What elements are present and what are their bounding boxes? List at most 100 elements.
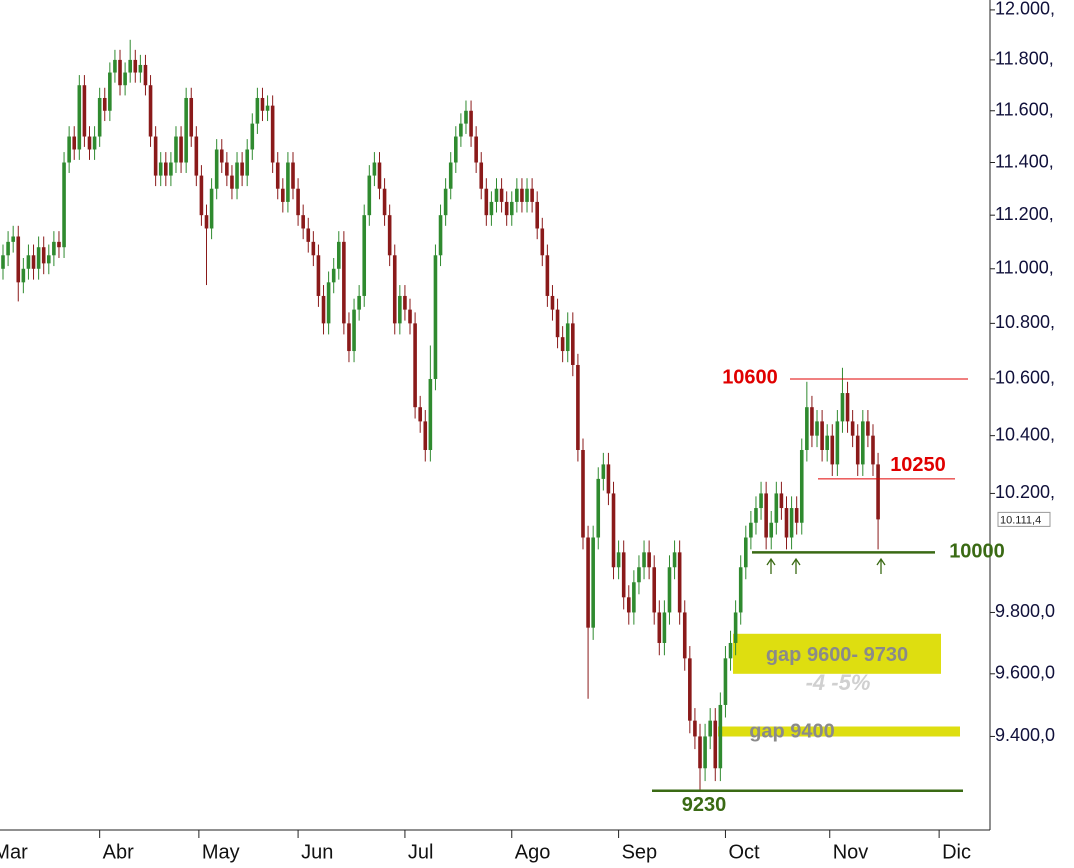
candle-body xyxy=(230,175,234,189)
candle-body xyxy=(642,552,646,568)
candle-body xyxy=(474,136,478,163)
candle-body xyxy=(616,552,621,568)
y-tick-label: 11.000, xyxy=(995,258,1054,278)
candle-body xyxy=(626,597,631,613)
candle-body xyxy=(382,188,387,216)
price-marker-label: 10.111,4 xyxy=(1000,514,1041,526)
candle-body xyxy=(153,136,158,176)
candle-body xyxy=(164,162,168,176)
candle-body xyxy=(571,323,575,365)
candle-body xyxy=(92,136,97,150)
x-tick-label: Nov xyxy=(833,841,869,863)
candle-body xyxy=(316,255,321,296)
candle-body xyxy=(291,162,295,189)
x-tick-label: May xyxy=(202,841,240,863)
candle-body xyxy=(469,110,473,137)
candle-body xyxy=(143,64,148,86)
gap-zone-label: gap 9600- 9730 xyxy=(766,644,908,666)
y-tick-label: 10.400, xyxy=(995,424,1055,444)
candle-body xyxy=(255,97,260,124)
candle-body xyxy=(555,309,560,338)
candle-body xyxy=(301,215,305,229)
candle-body xyxy=(281,188,285,202)
candle-body xyxy=(199,175,204,216)
candle-body xyxy=(769,522,774,538)
candle-body xyxy=(784,508,789,538)
candle-body xyxy=(194,136,199,176)
candle-body xyxy=(850,421,855,436)
candle-body xyxy=(540,228,545,256)
candle-body xyxy=(128,59,132,73)
y-tick-label: 11.800, xyxy=(995,49,1054,69)
gap-zone xyxy=(733,633,941,674)
candle-body xyxy=(565,323,570,352)
candle-body xyxy=(688,658,692,721)
y-tick-label: 9.600,0 xyxy=(995,663,1055,683)
candle-body xyxy=(214,149,219,189)
x-tick-label: Dic xyxy=(942,841,971,863)
candle-body xyxy=(586,537,590,628)
candle-body xyxy=(326,282,331,324)
candle-body xyxy=(240,162,244,176)
candle-body xyxy=(265,105,270,111)
candle-body xyxy=(601,464,606,479)
candle-body xyxy=(413,323,417,408)
candle-body xyxy=(637,567,641,583)
candle-body xyxy=(184,97,188,163)
candle-body xyxy=(815,421,819,436)
candle-body xyxy=(11,236,15,242)
candle-body xyxy=(235,162,239,189)
candle-body xyxy=(270,105,275,163)
candle-body xyxy=(682,612,687,659)
candle-body xyxy=(855,435,860,465)
candle-body xyxy=(789,508,794,538)
candle-body xyxy=(169,162,173,176)
candle-body xyxy=(250,123,255,150)
price-marker xyxy=(997,511,1051,527)
candle-body xyxy=(733,612,738,643)
candle-body xyxy=(77,85,82,150)
candle-body xyxy=(749,522,753,538)
level-label: 9230 xyxy=(682,794,727,816)
candle-body xyxy=(448,162,453,189)
candle-body xyxy=(621,552,626,598)
candle-body xyxy=(367,175,372,216)
candle-body xyxy=(560,337,565,352)
candle-body xyxy=(871,435,875,465)
candle-body xyxy=(52,241,56,256)
x-tick-label: Ago xyxy=(515,841,551,863)
candle-body xyxy=(525,188,529,202)
candle-body xyxy=(794,508,799,523)
candle-body xyxy=(743,537,748,568)
candle-body xyxy=(591,537,595,628)
candle-body xyxy=(810,407,814,436)
candle-body xyxy=(698,736,702,769)
candle-body xyxy=(67,136,71,163)
candle-body xyxy=(331,268,336,283)
candle-body xyxy=(352,309,356,352)
candle-body xyxy=(845,393,850,422)
candle-body xyxy=(245,149,250,176)
candle-body xyxy=(509,201,514,216)
y-tick-label: 11.200, xyxy=(995,204,1054,224)
candle-body xyxy=(46,255,51,264)
candle-body xyxy=(545,255,550,296)
candle-body xyxy=(108,72,112,111)
x-tick-label: Mar xyxy=(0,841,28,863)
candle-body xyxy=(26,255,31,269)
candle-body xyxy=(825,435,829,450)
candle-body xyxy=(652,567,657,613)
candle-body xyxy=(667,567,672,613)
candle-body xyxy=(835,421,840,465)
candle-body xyxy=(672,552,677,568)
candle-body xyxy=(174,136,178,163)
candle-body xyxy=(219,149,224,163)
candle-body xyxy=(62,162,66,248)
y-tick-label: 11.400, xyxy=(995,151,1054,171)
candle-body xyxy=(840,393,845,422)
x-tick-label: Jul xyxy=(408,841,434,863)
candle-body xyxy=(759,493,763,509)
y-tick-label: 10.800, xyxy=(995,312,1055,332)
